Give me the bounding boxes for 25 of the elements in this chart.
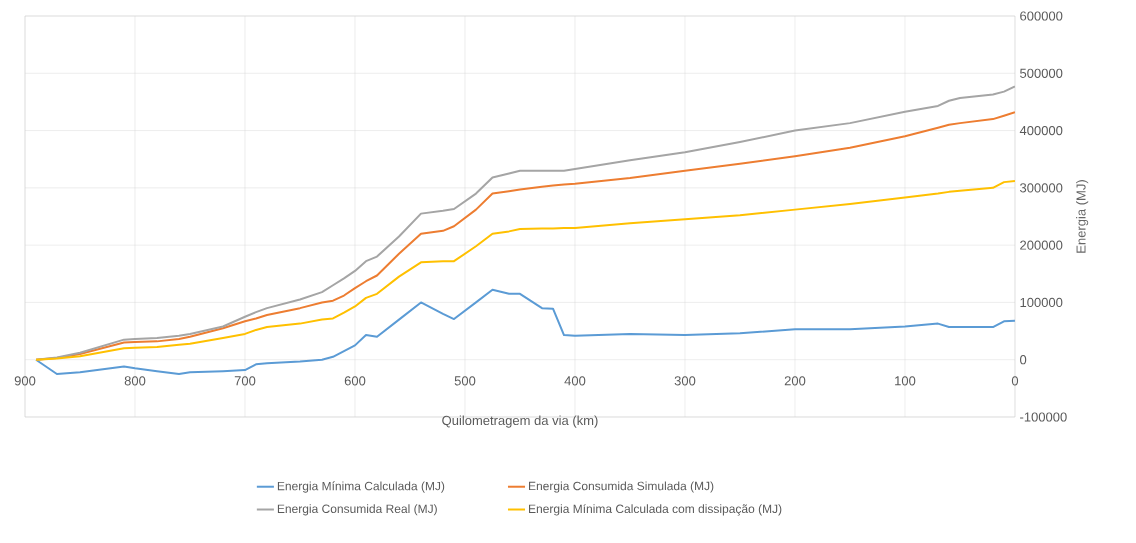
y-tick-label: -100000	[1020, 412, 1067, 422]
y-tick-label: 100000	[1020, 297, 1063, 308]
x-tick-label: 400	[564, 376, 586, 386]
x-tick-label: 900	[14, 376, 36, 386]
legend-label: Energia Consumida Simulada (MJ)	[529, 481, 714, 493]
legend-label: Energia Mínima Calculada com dissipação (MJ)	[529, 504, 782, 516]
y-tick-label: 600000	[1020, 11, 1063, 21]
x-tick-label: 300	[674, 376, 696, 386]
x-tick-label: 100	[895, 376, 916, 386]
x-tick-label: 500	[454, 376, 476, 386]
y-tick-label: 400000	[1019, 125, 1063, 136]
y-axis-title: Energia (MJ)	[1076, 180, 1089, 253]
x-axis-title: Quilometragem da via (km)	[442, 415, 598, 428]
x-tick-label: 700	[234, 376, 256, 386]
legend-label: Energia Mínima Calculada (MJ)	[277, 481, 445, 493]
y-tick-label: 200000	[1020, 240, 1063, 250]
legend-label: Energia Consumida Real (MJ)	[277, 504, 437, 516]
x-tick-label: 200	[784, 376, 806, 386]
y-tick-label: 300000	[1020, 183, 1063, 193]
x-tick-label: 600	[344, 376, 366, 386]
y-tick-label: 500000	[1020, 68, 1063, 78]
y-tick-label: 0	[1020, 355, 1027, 365]
line-series	[35, 179, 1015, 361]
x-tick-label: 800	[124, 376, 146, 386]
x-tick-label: 0	[1011, 376, 1019, 386]
